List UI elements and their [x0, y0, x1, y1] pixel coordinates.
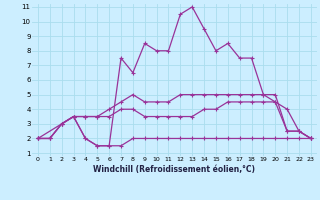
X-axis label: Windchill (Refroidissement éolien,°C): Windchill (Refroidissement éolien,°C)	[93, 165, 255, 174]
